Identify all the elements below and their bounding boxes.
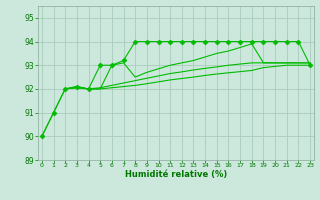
- X-axis label: Humidité relative (%): Humidité relative (%): [125, 170, 227, 179]
